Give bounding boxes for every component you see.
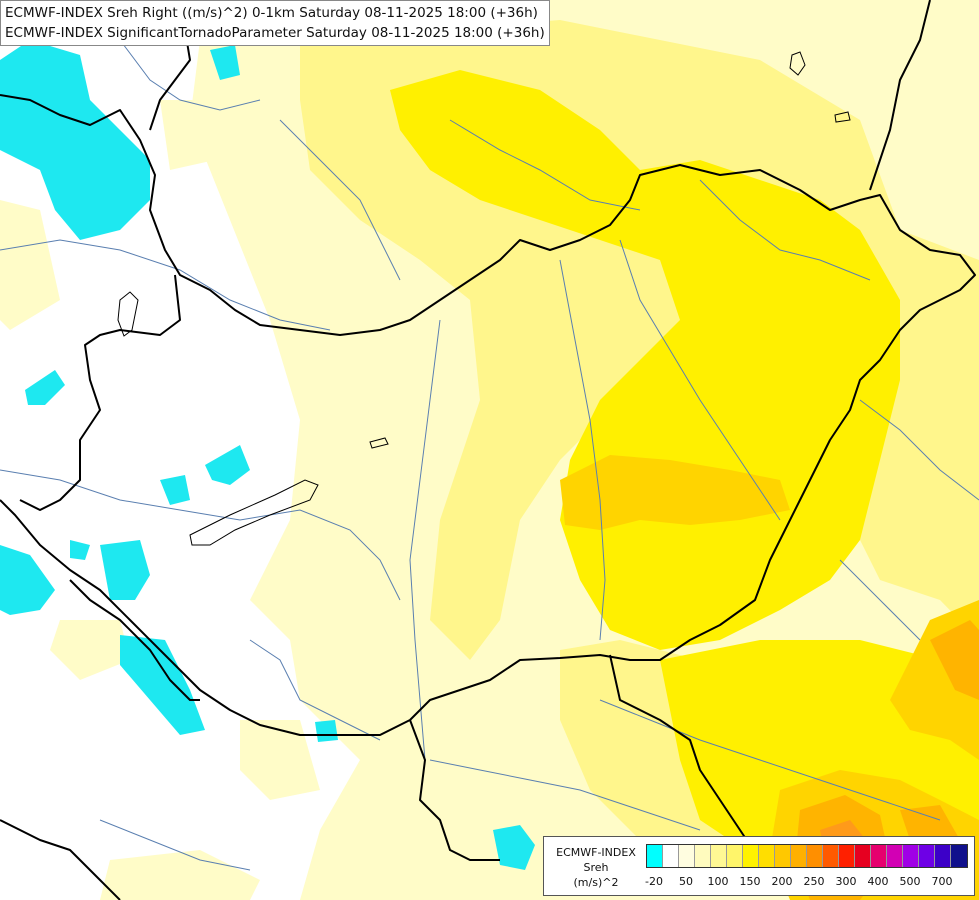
- legend-swatch: [711, 845, 727, 867]
- legend-swatch: [823, 845, 839, 867]
- legend-swatch: [663, 845, 679, 867]
- legend-ticks: -20 50 100 150 200 250 300 400 500 700: [645, 875, 976, 891]
- legend-swatches: [646, 844, 968, 868]
- legend-swatch: [871, 845, 887, 867]
- legend-swatch: [791, 845, 807, 867]
- rivers: [0, 39, 979, 871]
- legend-swatch: [647, 845, 663, 867]
- legend-swatch: [743, 845, 759, 867]
- legend-tick-label: 700: [931, 875, 953, 888]
- title-line-stp: ECMWF-INDEX SignificantTornadoParameter …: [5, 25, 545, 41]
- sreh-negative-cyan-areas: [0, 40, 535, 870]
- legend-tick-label: 150: [739, 875, 761, 888]
- legend-title: ECMWF-INDEX Sreh (m/s)^2: [548, 845, 644, 890]
- legend-swatch: [951, 845, 967, 867]
- legend-tick-label: 100: [707, 875, 729, 888]
- legend-tick-label: 50: [679, 875, 693, 888]
- legend-tick-label: 300: [835, 875, 857, 888]
- legend-tick-label: 400: [867, 875, 889, 888]
- legend-title-source: ECMWF-INDEX: [556, 846, 636, 859]
- title-line-sreh: ECMWF-INDEX Sreh Right ((m/s)^2) 0-1km S…: [5, 5, 538, 21]
- legend-tick-label: -20: [645, 875, 663, 888]
- legend-swatch: [807, 845, 823, 867]
- legend-swatch: [903, 845, 919, 867]
- legend-swatch: [935, 845, 951, 867]
- map-title-box: ECMWF-INDEX Sreh Right ((m/s)^2) 0-1km S…: [0, 0, 550, 46]
- legend-swatch: [775, 845, 791, 867]
- legend-swatch: [855, 845, 871, 867]
- legend-tick-label: 500: [899, 875, 921, 888]
- legend-tick-label: 200: [771, 875, 793, 888]
- color-legend: ECMWF-INDEX Sreh (m/s)^2 -20 50 100 150 200 2…: [543, 836, 975, 896]
- legend-swatch: [727, 845, 743, 867]
- legend-swatch: [919, 845, 935, 867]
- lakes: [117, 51, 851, 546]
- legend-swatch: [887, 845, 903, 867]
- legend-swatch: [679, 845, 695, 867]
- legend-swatch: [695, 845, 711, 867]
- legend-swatch: [759, 845, 775, 867]
- legend-title-unit: (m/s)^2: [573, 876, 619, 889]
- legend-title-variable: Sreh: [583, 861, 609, 874]
- legend-swatch: [839, 845, 855, 867]
- legend-tick-label: 250: [803, 875, 825, 888]
